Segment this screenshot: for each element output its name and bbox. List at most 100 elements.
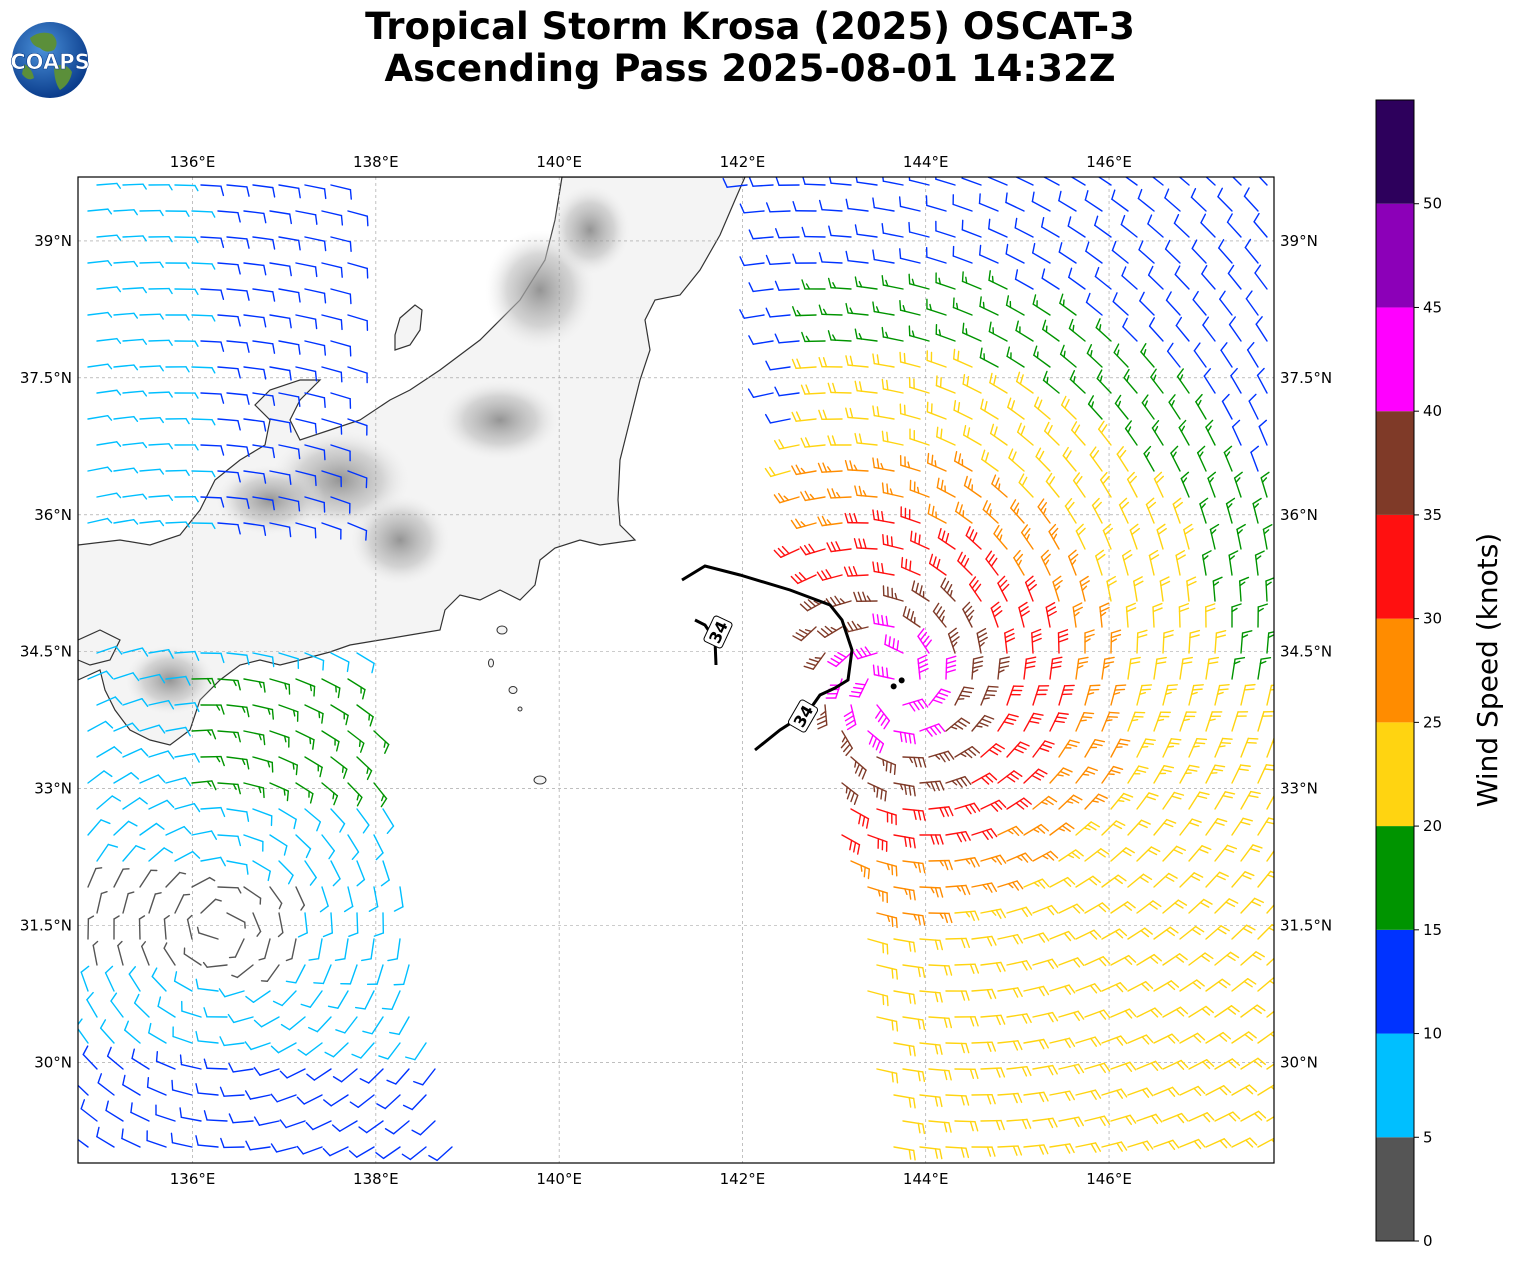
wind-barb	[1101, 874, 1127, 888]
wind-barb	[902, 1120, 926, 1135]
wind-barb	[1179, 818, 1202, 836]
wind-barb	[1153, 980, 1180, 992]
wind-barb	[1049, 876, 1076, 888]
wind-barb	[278, 496, 301, 512]
wind-barb	[321, 834, 336, 860]
wind-barb	[917, 628, 932, 654]
wind-barb	[179, 1054, 202, 1070]
wind-barb	[1023, 1144, 1049, 1155]
wind-barb	[401, 1146, 427, 1161]
wind-barb	[378, 1042, 401, 1060]
wind-barb	[1031, 628, 1042, 654]
wind-barb	[1005, 243, 1025, 264]
wind-barb	[1075, 1036, 1102, 1047]
wind-barb	[200, 806, 226, 818]
wind-barb	[1136, 1060, 1163, 1071]
wind-barb	[1153, 1033, 1180, 1044]
wind-barb	[122, 442, 148, 449]
wind-barb	[252, 652, 275, 668]
wind-barb	[1188, 1059, 1215, 1070]
lon-tick-label-top: 146°E	[1086, 153, 1132, 171]
wind-barb	[252, 912, 262, 937]
wind-barb	[278, 808, 297, 830]
wind-barb	[876, 756, 897, 776]
wind-barb	[954, 1120, 979, 1132]
wind-barb	[1205, 419, 1216, 446]
wind-barb	[133, 993, 150, 1018]
wind-barb	[952, 348, 973, 368]
wind-barb	[174, 650, 200, 661]
lat-tick-label-right: 31.5°N	[1280, 917, 1332, 935]
wind-barb	[1188, 791, 1210, 810]
wind-barb	[1035, 447, 1051, 472]
wind-barb	[252, 808, 273, 827]
wind-barb	[902, 1068, 926, 1083]
wind-barb	[800, 490, 826, 502]
wind-barb	[1136, 738, 1156, 758]
wind-barb	[1226, 213, 1242, 238]
wind-barb	[1240, 1004, 1266, 1018]
wind-barb	[171, 1079, 193, 1096]
wind-barb	[278, 392, 301, 408]
wind-barb	[954, 963, 980, 974]
wind-barb	[148, 236, 173, 243]
wind-barb	[219, 1086, 245, 1097]
chart-title: Tropical Storm Krosa (2025) OSCAT-3 Asce…	[300, 6, 1200, 90]
lon-tick-label-bottom: 146°E	[1086, 1170, 1132, 1188]
wind-barb	[122, 338, 148, 345]
wind-barb	[899, 454, 921, 472]
wind-barb	[252, 184, 276, 198]
wind-barb	[792, 253, 817, 264]
wind-barb	[1049, 1037, 1076, 1049]
wind-barb	[928, 1016, 953, 1029]
wind-barb	[321, 366, 343, 383]
wind-barb	[928, 859, 953, 871]
wind-barb	[330, 756, 348, 779]
wind-barb	[1127, 873, 1153, 888]
wind-barb	[1084, 793, 1108, 810]
wind-barb	[1023, 768, 1048, 784]
wind-barb	[387, 938, 401, 962]
wind-barb	[170, 1132, 193, 1148]
wind-barb	[87, 819, 111, 836]
wind-barb	[253, 1116, 280, 1126]
wind-barb	[1205, 818, 1228, 836]
lon-tick-label-bottom: 138°E	[353, 1170, 399, 1188]
colorbar-tick-label: 25	[1423, 713, 1442, 731]
wind-barb	[1153, 711, 1171, 732]
wind-barb	[872, 664, 895, 680]
wind-barb	[1110, 738, 1131, 758]
wind-barb	[1049, 930, 1076, 942]
wind-barb	[174, 340, 199, 347]
wind-barb	[748, 177, 774, 187]
wind-barb	[348, 1146, 375, 1158]
wind-barb	[803, 652, 826, 670]
wind-barb	[1058, 794, 1083, 810]
wind-barb	[988, 270, 1008, 290]
wind-barb	[1231, 1031, 1257, 1044]
wind-barb	[1045, 602, 1057, 628]
wind-barb	[1150, 368, 1164, 394]
wind-barb	[1214, 737, 1233, 758]
wind-barb	[200, 856, 226, 867]
wind-barb	[952, 297, 973, 316]
wind-barb	[893, 1094, 916, 1109]
wind-barb	[765, 360, 791, 371]
wind-barb	[971, 828, 998, 840]
wind-barb	[900, 506, 921, 524]
wind-barb	[1257, 817, 1274, 836]
wind-barb	[945, 1094, 970, 1106]
wind-barb	[1014, 217, 1034, 238]
wind-barb	[1257, 1084, 1274, 1096]
wind-barb	[252, 496, 275, 511]
wind-barb	[882, 534, 904, 550]
wind-barb	[1096, 369, 1112, 394]
wind-barb	[1085, 292, 1103, 316]
wind-barb	[321, 470, 342, 488]
wind-barb	[347, 730, 365, 753]
wind-barb	[191, 418, 216, 426]
wind-barb	[1214, 1005, 1240, 1018]
wind-barb	[954, 746, 981, 759]
wind-barb	[893, 730, 916, 745]
